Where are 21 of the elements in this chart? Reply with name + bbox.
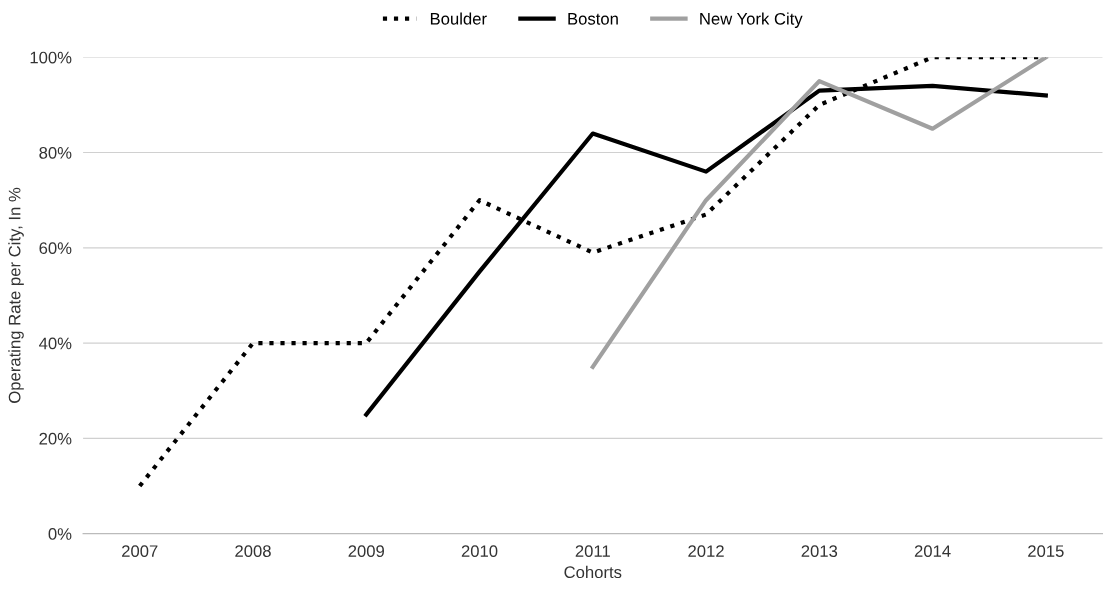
y-axis-title: Operating Rate per City, In % bbox=[8, 187, 24, 403]
x-tick-label: 2010 bbox=[461, 545, 498, 558]
x-tick-label: 2009 bbox=[348, 545, 385, 558]
legend-label: Boulder bbox=[430, 12, 487, 25]
x-tick-label: 2011 bbox=[575, 545, 610, 558]
x-tick-label: 2013 bbox=[801, 545, 838, 558]
line-series bbox=[590, 57, 1048, 370]
y-tick-label: 80% bbox=[39, 146, 72, 159]
y-tick-label: 100% bbox=[30, 51, 72, 64]
legend-label: New York City bbox=[700, 12, 803, 28]
y-tick-label: 40% bbox=[39, 337, 72, 350]
x-tick-label: 2007 bbox=[122, 545, 158, 558]
y-tick-label: 0% bbox=[48, 528, 72, 540]
x-axis-title: Cohorts bbox=[564, 565, 622, 579]
x-tick-label: 2015 bbox=[1028, 545, 1064, 558]
x-tick-label: 2014 bbox=[914, 545, 951, 558]
x-tick-label: 2008 bbox=[235, 545, 271, 558]
x-tick-label: 2012 bbox=[688, 545, 724, 558]
y-tick-label: 60% bbox=[39, 242, 72, 255]
y-tick-label: 20% bbox=[39, 432, 72, 445]
legend-label: Boston bbox=[568, 13, 618, 25]
